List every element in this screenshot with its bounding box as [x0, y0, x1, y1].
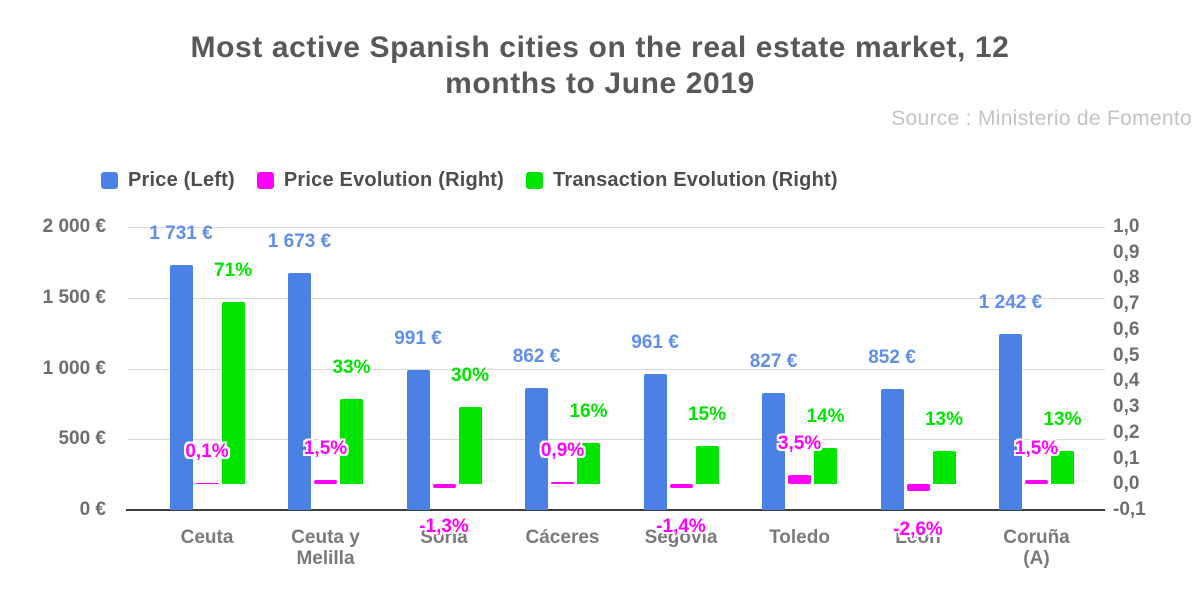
legend-item-price: Price (Left) [101, 169, 235, 192]
right-axis-tick: -0,1 [1113, 499, 1146, 520]
bar-price [880, 389, 904, 510]
chart-title-line2: months to June 2019 [445, 67, 755, 100]
left-axis-tick: 1 500 € [42, 286, 106, 308]
left-axis: 2 000 € 1 500 € 1 000 € 500 € 0 € [0, 216, 106, 520]
price-value-label: 852 € [868, 347, 916, 369]
right-axis-tick: 0,7 [1113, 293, 1140, 315]
bar-price-evolution [314, 480, 337, 485]
plot-area: 1 731 € 0,1% 71% 1 673 € 1,5% 33% 991 € -1,3% 30… [126, 223, 1105, 540]
price-evolution-value-label: 3,5% [777, 433, 822, 455]
bar-price-evolution [1025, 480, 1048, 485]
bar-price [288, 273, 311, 510]
legend: Price (Left) Price Evolution (Right) Tra… [101, 169, 838, 192]
bar-transaction-evolution [814, 448, 837, 485]
price-evolution-value-label: -1,3% [419, 515, 469, 537]
bar-price [999, 334, 1022, 510]
price-evolution-value-label: 0,9% [540, 439, 585, 461]
bar-transaction-evolution [577, 443, 600, 485]
legend-swatch-transaction-evolution-icon [526, 172, 544, 189]
right-axis-tick: 0,4 [1113, 370, 1140, 392]
bar-price-evolution [432, 484, 456, 488]
gridline [128, 297, 1105, 299]
transaction-evolution-value-label: 30% [450, 365, 490, 387]
category-label: Segovia [644, 527, 718, 548]
legend-label-price-evolution: Price Evolution (Right) [283, 169, 505, 191]
category-label: Coruña (A) [1003, 527, 1070, 569]
price-value-label: 862 € [512, 346, 561, 368]
right-axis-tick: 0,5 [1113, 344, 1140, 366]
transaction-evolution-value-label: 33% [332, 357, 371, 379]
bar-price [169, 265, 193, 510]
left-axis-tick: 0 € [79, 499, 106, 520]
left-axis-tick: 2 000 € [42, 216, 106, 237]
category-label: Cáceres [525, 527, 600, 548]
bar-price-evolution [669, 484, 693, 488]
bar-transaction-evolution [1051, 450, 1074, 485]
bar-price [762, 392, 785, 510]
transaction-evolution-value-label: 15% [687, 403, 727, 425]
price-evolution-value-label: 0,1% [185, 440, 229, 462]
legend-label-price: Price (Left) [128, 169, 235, 191]
bar-price [643, 374, 667, 510]
category-axis: Ceuta Ceuta y Melilla Soria Cáceres Segovia T… [128, 527, 1105, 587]
bar-transaction-evolution [340, 399, 363, 485]
category-label: Toledo [769, 527, 830, 548]
price-value-label: 827 € [749, 350, 798, 372]
price-value-label: 1 242 € [978, 292, 1043, 314]
transaction-evolution-value-label: 13% [924, 408, 964, 430]
right-axis-tick: 0,3 [1113, 396, 1140, 418]
category-label: Ceuta y Melilla [291, 527, 360, 569]
category-label: León [895, 527, 941, 548]
right-axis-tick: 0,6 [1113, 318, 1140, 340]
bar-transaction-evolution [932, 450, 956, 485]
category-label: Soria [420, 527, 468, 548]
right-axis-tick: 0,8 [1113, 267, 1140, 289]
transaction-evolution-value-label: 13% [1043, 408, 1082, 430]
price-value-label: 991 € [394, 327, 442, 349]
source-note: Source : Ministerio de Fomento [891, 107, 1192, 130]
bar-price [406, 369, 430, 510]
price-evolution-value-label: -1,4% [656, 515, 706, 537]
bar-transaction-evolution [695, 445, 719, 485]
price-evolution-value-label: -2,6% [893, 518, 943, 540]
right-axis-tick: 0,0 [1113, 473, 1140, 495]
price-value-label: 961 € [631, 332, 679, 354]
transaction-evolution-value-label: 16% [569, 401, 608, 423]
bar-price [525, 388, 548, 510]
transaction-evolution-value-label: 71% [213, 259, 253, 281]
price-value-label: 1 673 € [267, 231, 332, 253]
price-evolution-value-label: 1,5% [1014, 438, 1059, 460]
gridline [128, 439, 1105, 441]
category-label: Ceuta [180, 527, 234, 548]
bar-price-evolution [551, 481, 574, 485]
gridline [128, 227, 1105, 228]
bar-transaction-evolution [458, 407, 482, 485]
price-evolution-value-label: 1,5% [303, 438, 348, 460]
x-axis-line [126, 509, 1105, 511]
bar-transaction-evolution [221, 301, 245, 485]
right-axis-tick: 1,0 [1113, 216, 1140, 237]
legend-swatch-price-icon [101, 172, 118, 189]
right-axis-tick: 0,1 [1113, 447, 1140, 469]
chart-title-line1: Most active Spanish cities on the real e… [190, 31, 1010, 64]
left-axis-tick: 1 000 € [42, 357, 106, 379]
gridline [128, 368, 1105, 370]
left-axis-tick: 500 € [58, 428, 106, 450]
bar-price-evolution [195, 482, 219, 485]
right-axis-tick: 0,2 [1113, 421, 1140, 443]
bar-price-evolution [788, 475, 811, 485]
chart-title: Most active Spanish cities on the real e… [0, 30, 1200, 102]
price-value-label: 1 731 € [149, 223, 213, 245]
right-axis-tick: 0,9 [1113, 241, 1140, 263]
legend-label-transaction-evolution: Transaction Evolution (Right) [553, 169, 838, 191]
right-axis: 1,0 0,9 0,8 0,7 0,6 0,5 0,4 0,3 0,2 0,1 0,0 -0,1 [1113, 216, 1193, 520]
legend-swatch-price-evolution-icon [256, 172, 274, 189]
bar-price-evolution [906, 484, 930, 491]
legend-item-transaction-evolution: Transaction Evolution (Right) [526, 169, 838, 192]
transaction-evolution-value-label: 14% [806, 406, 845, 428]
legend-item-price-evolution: Price Evolution (Right) [256, 169, 505, 192]
